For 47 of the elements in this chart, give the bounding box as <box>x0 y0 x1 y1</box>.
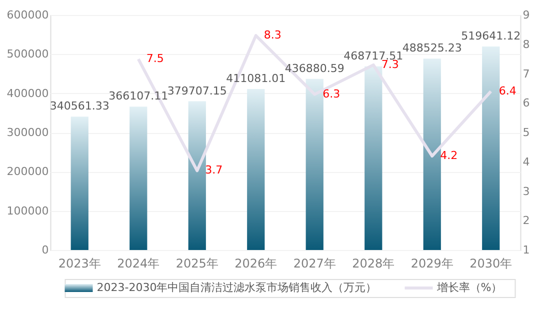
data-label: 436880.59 <box>284 62 344 75</box>
y-tick-label: 300000 <box>6 126 49 139</box>
y2-tick-label: 2 <box>522 214 530 228</box>
y2-tick-label: 6 <box>522 96 530 110</box>
data-label: 4.2 <box>440 149 458 162</box>
y2-tick-label: 9 <box>522 8 530 22</box>
x-tick-label: 2027年 <box>293 256 336 270</box>
data-label: 366107.11 <box>108 90 168 103</box>
bar <box>130 106 148 250</box>
y2-tick-label: 4 <box>522 155 530 168</box>
bar <box>70 116 88 250</box>
y2-tick-label: 7 <box>522 67 530 80</box>
y-tick-label: 200000 <box>6 165 49 178</box>
data-label: 3.7 <box>205 164 223 177</box>
x-tick-label: 2029年 <box>410 256 454 270</box>
y-tick-label: 600000 <box>6 8 49 22</box>
x-tick-label: 2024年 <box>117 256 160 270</box>
legend-label: 增长率（%） <box>436 281 502 294</box>
bar <box>247 88 265 250</box>
data-label: 6.4 <box>498 84 516 98</box>
bar <box>423 58 441 250</box>
data-label: 8.3 <box>264 28 282 42</box>
x-tick-label: 2028年 <box>352 256 395 270</box>
y-tick-label: 500000 <box>6 48 49 61</box>
bar <box>306 78 324 250</box>
y2-tick-label: 3 <box>522 184 530 198</box>
x-tick-label: 2030年 <box>470 256 512 270</box>
data-label: 6.3 <box>322 87 340 100</box>
x-tick-label: 2025年 <box>176 256 218 270</box>
bar <box>188 101 206 250</box>
data-label: 379707.15 <box>167 84 227 98</box>
y2-tick-label: 8 <box>522 38 530 51</box>
y-tick-label: 400000 <box>6 86 49 100</box>
data-label: 519641.12 <box>461 29 521 42</box>
y-tick-label: 100000 <box>6 204 49 218</box>
y2-tick-label: 1 <box>522 244 530 256</box>
legend-label: 2023-2030年中国自清洁过滤水泵市场销售收入（万元） <box>96 281 377 294</box>
x-tick-label: 2023年 <box>58 256 101 270</box>
bar <box>364 66 382 250</box>
data-label: 488525.23 <box>402 42 462 55</box>
bar <box>482 46 500 250</box>
x-tick-label: 2026年 <box>234 256 278 270</box>
y-tick-label: 0 <box>42 244 49 256</box>
y2-tick-label: 5 <box>522 126 530 139</box>
data-label: 411081.01 <box>226 72 286 85</box>
data-label: 340561.33 <box>50 100 110 113</box>
data-label: 7.5 <box>146 52 164 66</box>
